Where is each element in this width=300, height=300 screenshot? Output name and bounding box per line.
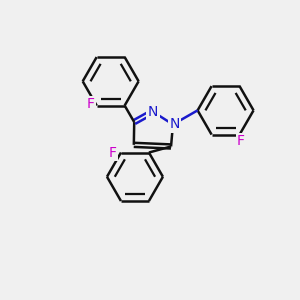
- Text: N: N: [148, 105, 158, 119]
- Text: N: N: [169, 118, 180, 131]
- Text: F: F: [237, 134, 245, 148]
- Text: F: F: [86, 97, 94, 111]
- Text: F: F: [109, 146, 117, 160]
